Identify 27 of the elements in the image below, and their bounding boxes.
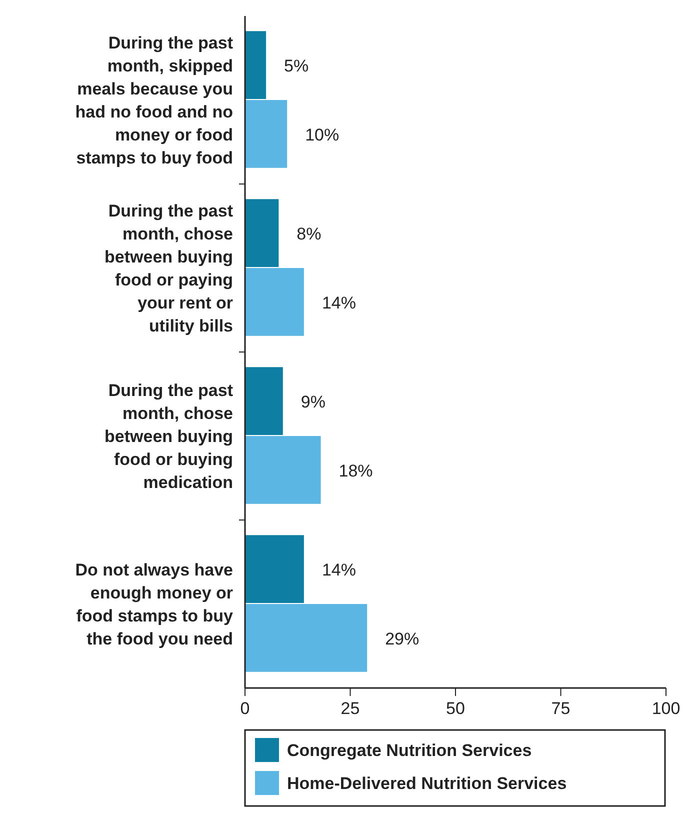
x-tick-label: 75	[551, 699, 570, 718]
data-label: 29%	[385, 629, 420, 648]
y-tick-label: During the past month, skipped meals because you had no food and no money or food stamps to buy food	[75, 33, 234, 168]
data-label: 10%	[305, 125, 340, 144]
y-tick-label: Do not always have enough money or food stamps to buy the food you need	[75, 560, 234, 648]
data-label: 14%	[322, 293, 356, 312]
data-label: 5%	[284, 56, 309, 76]
x-tick-label: 25	[340, 699, 360, 718]
bar	[245, 268, 304, 336]
bar	[245, 199, 279, 267]
data-label: 14%	[322, 560, 356, 580]
legend-label: Congregate Nutrition Services	[287, 740, 532, 760]
bar	[245, 31, 266, 99]
y-tick-label: During the past month, chose between buying food or buying medication	[104, 380, 234, 492]
data-label: 8%	[296, 224, 322, 244]
bar	[245, 604, 368, 672]
bar	[245, 535, 304, 603]
bar	[245, 367, 283, 435]
bar	[245, 100, 288, 168]
legend-label: Home-Delivered Nutrition Services	[287, 774, 567, 793]
x-tick-label: 0	[240, 699, 250, 718]
data-label: 9%	[300, 392, 326, 412]
x-tick-label: 50	[446, 699, 465, 718]
y-tick-label: During the past month, chose between buying food or paying your rent or utility bills	[104, 201, 234, 336]
bar	[245, 436, 321, 504]
data-label: 18%	[338, 461, 373, 480]
x-tick-label: 100	[652, 699, 680, 718]
